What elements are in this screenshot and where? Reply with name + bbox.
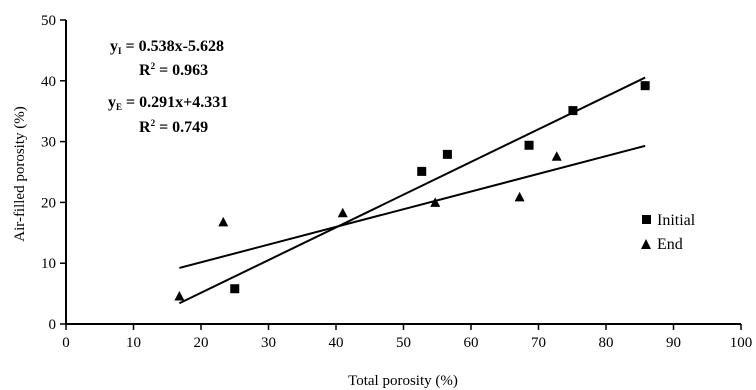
end-equation-label: yE = 0.291x+4.331	[108, 94, 228, 112]
y-axis-title: Air-filled porosity (%)	[12, 106, 28, 242]
legend-marker-end	[641, 239, 651, 249]
x-tick-label: 80	[599, 335, 614, 351]
x-tick-label: 10	[126, 335, 141, 351]
point-end	[552, 151, 562, 161]
legend-marker-initial	[642, 215, 651, 224]
legend-label-end: End	[657, 236, 683, 253]
legend-label-initial: Initial	[657, 212, 696, 229]
y-tick-label: 30	[41, 135, 56, 151]
fit-line-end	[179, 146, 645, 268]
x-axis-title: Total porosity (%)	[348, 373, 458, 389]
end-r2-label: R2 = 0.749	[139, 118, 208, 136]
x-tick-label: 60	[464, 335, 479, 351]
point-initial	[568, 106, 577, 115]
point-end	[174, 291, 184, 301]
legend: Initial End	[641, 212, 696, 253]
x-tick-label: 20	[194, 335, 209, 351]
x-tick-label: 50	[396, 335, 411, 351]
y-tick-label: 50	[41, 13, 56, 29]
point-end	[338, 208, 348, 218]
initial-r2-label: R2 = 0.963	[139, 61, 208, 79]
x-tick-label: 70	[531, 335, 546, 351]
y-tick-label: 40	[41, 74, 56, 90]
initial-equation-label: yI = 0.538x-5.628	[110, 38, 224, 56]
point-initial	[230, 284, 239, 293]
x-tick-label: 0	[62, 335, 70, 351]
point-initial	[443, 150, 452, 159]
x-tick-label: 100	[730, 335, 753, 351]
x-tick-label: 40	[329, 335, 344, 351]
point-end	[515, 192, 525, 202]
point-initial	[525, 141, 534, 150]
y-tick-label: 10	[41, 256, 56, 272]
x-tick-label: 30	[261, 335, 276, 351]
point-initial	[641, 81, 650, 90]
y-tick-label: 0	[49, 317, 57, 333]
y-tick-label: 20	[41, 195, 56, 211]
point-initial	[417, 167, 426, 176]
x-tick-label: 90	[666, 335, 681, 351]
point-end	[218, 217, 228, 227]
